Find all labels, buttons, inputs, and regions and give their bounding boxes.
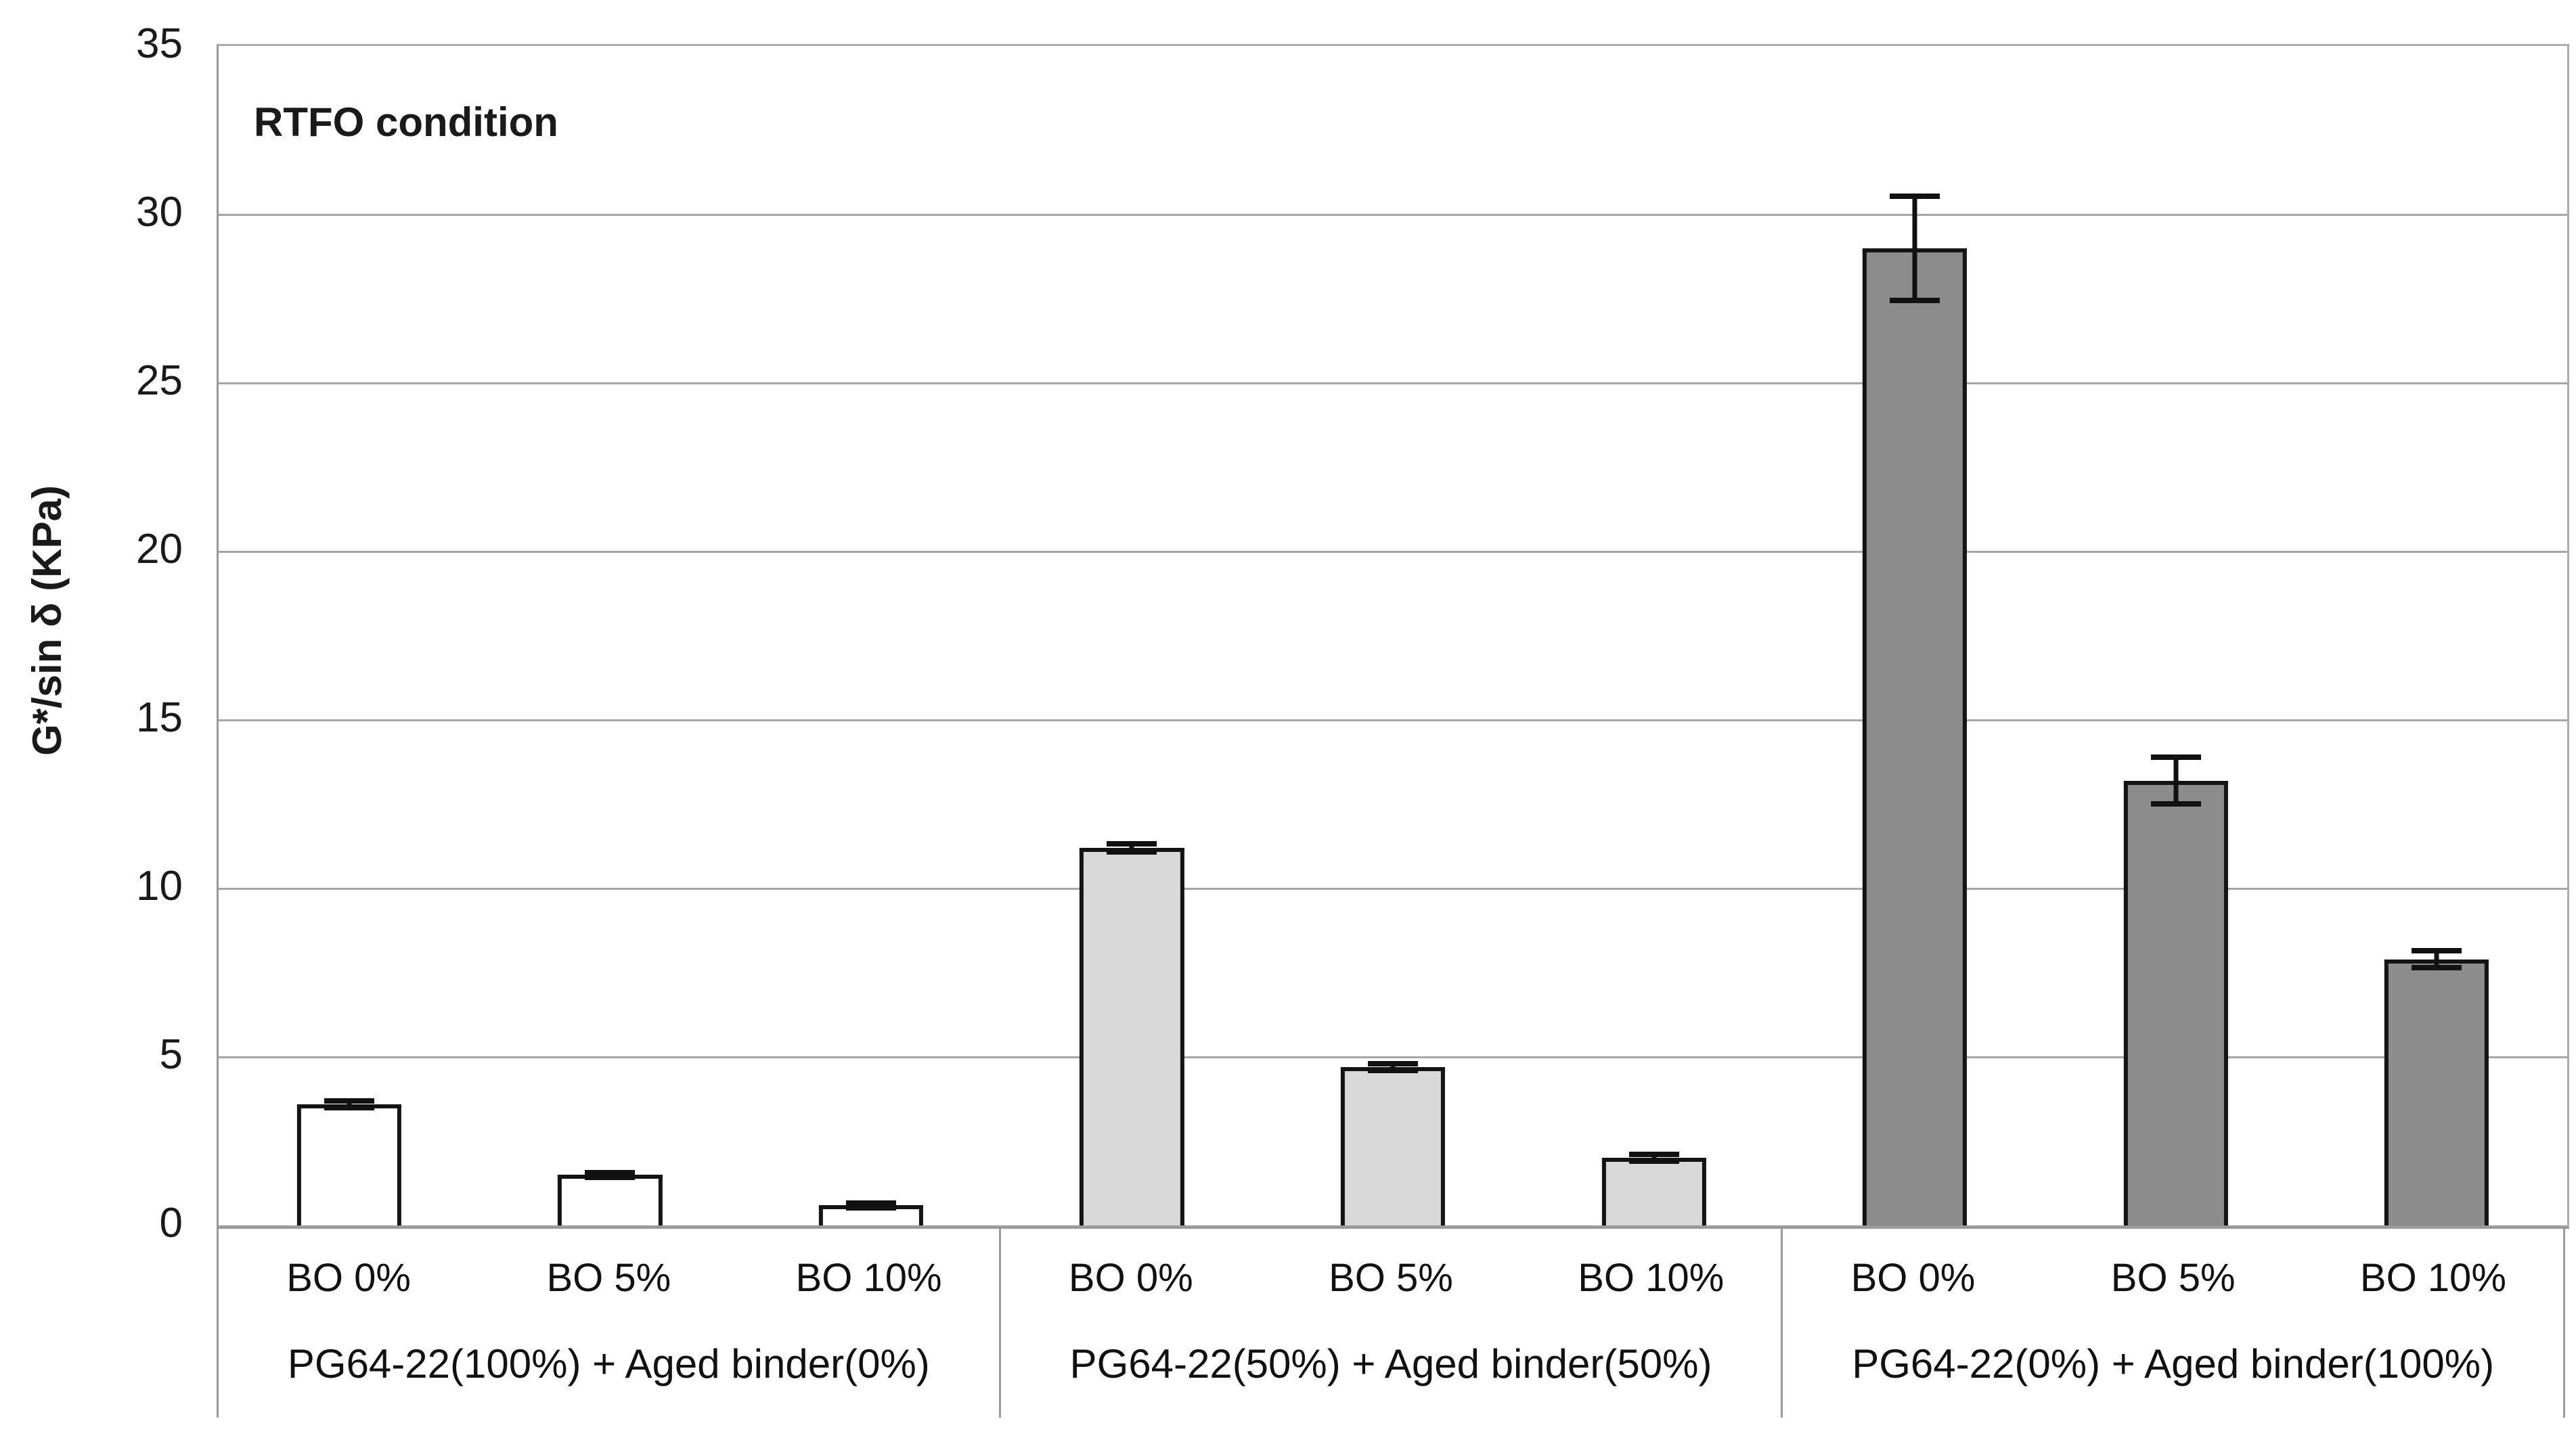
group-label: PG64-22(100%) + Aged binder(0%) [287,1341,930,1386]
category-label: BO 5% [1329,1255,1453,1300]
error-bar-cap-top [845,1200,896,1206]
bar [296,1104,401,1225]
category-label: BO 5% [2110,1255,2236,1300]
error-bar-line [2173,757,2179,805]
error-bar [2412,948,2462,971]
y-tick-label: 30 [136,189,183,235]
error-bar-cap-top [1107,841,1157,847]
category-label: BO 0% [1850,1255,1976,1300]
gridline [219,719,2567,721]
error-bar-cap-top [324,1098,374,1104]
bar-slot [2045,46,2307,1225]
chart-annotation: RTFO condition [254,99,558,145]
y-axis-tick-labels: 0 5 10 15 20 25 30 35 [27,0,183,1444]
category-label: BO 10% [1578,1255,1725,1300]
error-bar-cap-top [1368,1060,1419,1066]
bar-group [1784,46,2567,1225]
error-bar-cap-bottom [1628,1158,1679,1165]
error-bar-cap-top [1628,1152,1679,1158]
error-bar-cap-bottom [1107,849,1157,855]
error-bar-cap-top [2150,754,2201,760]
bar-slot [219,46,480,1225]
y-tick-label: 15 [136,694,183,741]
bar-group [219,46,1002,1225]
gridline [219,887,2567,890]
error-bar-cap-bottom [845,1204,896,1211]
gridline [219,1056,2567,1058]
bar [1601,1158,1706,1225]
gridline [219,550,2567,553]
y-tick-label: 20 [136,526,183,572]
y-tick-label: 25 [136,357,183,404]
category-label-row: BO 0% BO 5% BO 10% [219,1227,999,1328]
x-group-cell: BO 0% BO 5% BO 10% PG64-22(0%) + Aged binde… [1781,1227,2566,1418]
error-bar-line [2434,951,2439,968]
error-bar [585,1169,636,1180]
bars-container [219,46,2567,1225]
category-label-row: BO 0% BO 5% BO 10% [1001,1227,1781,1328]
error-bar [1368,1060,1419,1073]
error-bar [2150,754,2201,807]
y-tick-label: 35 [136,20,183,67]
bar-slot [1002,46,1263,1225]
x-group-cell: BO 0% BO 5% BO 10% PG64-22(100%) + Aged bin… [217,1227,999,1418]
category-label: BO 10% [795,1255,942,1300]
bar [1340,1066,1446,1225]
error-bar-line [1651,1154,1657,1162]
error-bar-cap-top [1890,193,1940,199]
error-bar-cap-bottom [1890,297,1940,303]
error-bar-line [347,1100,352,1108]
bar [2384,959,2489,1225]
category-label: BO 10% [2359,1255,2506,1300]
category-label: BO 0% [1068,1255,1193,1300]
bar-slot [1262,46,1524,1225]
bar-slot [1524,46,1785,1225]
error-bar [324,1098,374,1110]
y-tick-label: 10 [136,863,183,909]
error-bar-line [1912,196,1917,300]
error-bar-line [1129,844,1134,853]
category-label: BO 5% [546,1255,671,1300]
y-tick-label: 0 [159,1200,183,1246]
bar [558,1175,663,1225]
bar [1080,848,1184,1225]
group-label: PG64-22(0%) + Aged binder(100%) [1852,1341,2495,1386]
bar-slot [480,46,741,1225]
error-bar-line [1390,1063,1396,1070]
gridline [219,213,2567,216]
error-bar-cap-bottom [2412,965,2462,971]
error-bar [1107,841,1157,855]
bar-slot [2306,46,2567,1225]
bar-group [1002,46,1785,1225]
bar-slot [740,46,1002,1225]
x-group-cell: BO 0% BO 5% BO 10% PG64-22(50%) + Aged bind… [998,1227,1781,1418]
error-bar [845,1200,896,1211]
error-bar-cap-bottom [585,1174,636,1180]
error-bar-cap-top [2412,948,2462,954]
y-tick-label: 5 [159,1031,183,1078]
category-label: BO 0% [286,1255,411,1300]
error-bar-cap-bottom [1368,1067,1419,1073]
bar-slot [1784,46,2045,1225]
plot-area: RTFO condition [217,44,2569,1229]
bar [1863,248,1968,1225]
error-bar-cap-top [585,1169,636,1175]
bar [2123,780,2228,1225]
error-bar-cap-bottom [2150,801,2201,807]
error-bar-cap-bottom [324,1104,374,1110]
error-bar [1628,1152,1679,1165]
x-axis-label-area: BO 0% BO 5% BO 10% PG64-22(100%) + Aged bin… [217,1227,2566,1418]
error-bar [1890,193,1940,303]
group-label: PG64-22(50%) + Aged binder(50%) [1069,1341,1712,1386]
category-label-row: BO 0% BO 5% BO 10% [1783,1227,2563,1328]
gridline [219,382,2567,384]
